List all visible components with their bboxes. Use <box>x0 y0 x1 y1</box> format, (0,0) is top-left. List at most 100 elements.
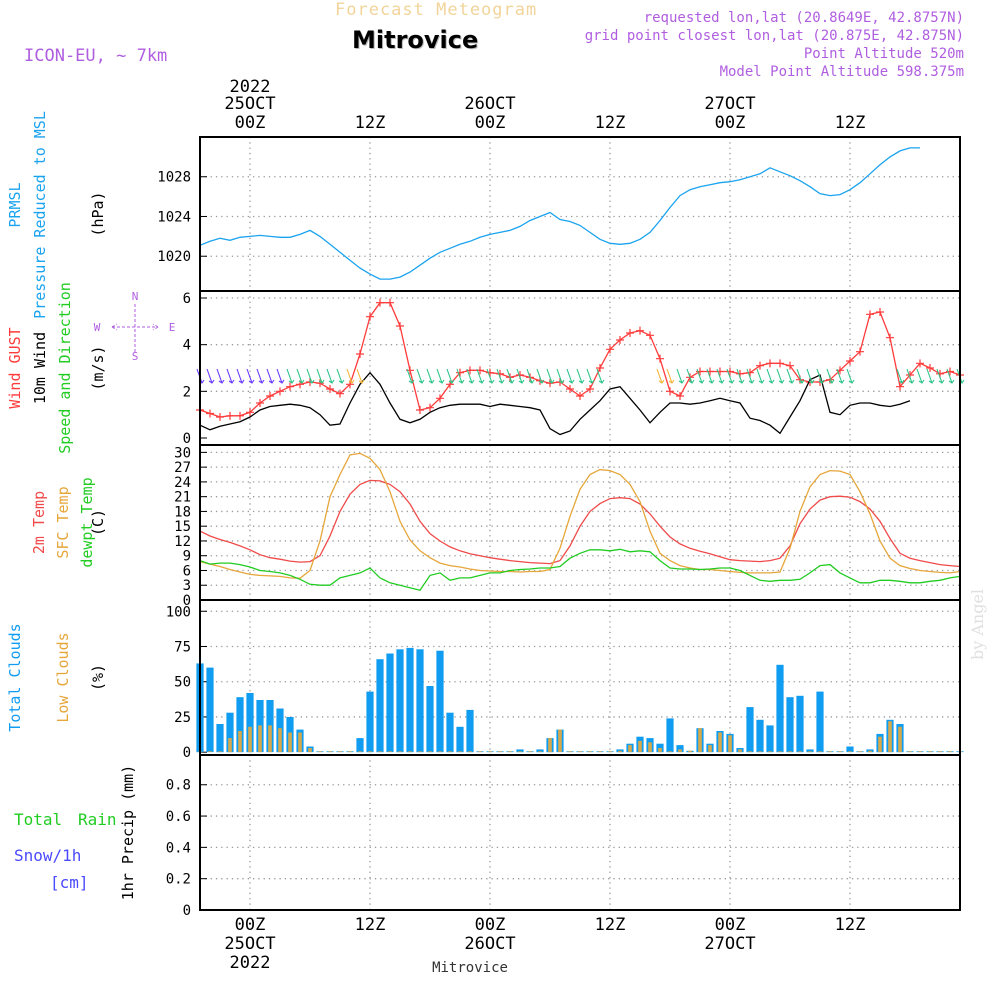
low-clouds-bar <box>388 751 392 753</box>
side-label-total-clouds: Total Clouds <box>6 623 24 731</box>
low-clouds-bar <box>448 751 452 753</box>
low-clouds-bar <box>248 726 252 753</box>
compass-w: W <box>94 321 101 334</box>
total-clouds-bar <box>366 691 374 753</box>
top-time-label: 12Z <box>595 113 626 133</box>
low-clouds-bar <box>428 751 432 753</box>
total-clouds-bar <box>216 724 224 753</box>
gust-marker <box>356 350 364 358</box>
y-axis-label-precip: 1hr Precip (mm) <box>119 765 137 900</box>
gust-marker <box>216 413 224 421</box>
wind-direction-arrow <box>706 368 715 384</box>
side-label-sfc-temp: SFC Temp <box>54 486 72 558</box>
low-clouds-bar <box>708 745 712 753</box>
gust-marker <box>586 385 594 393</box>
y-tick-label: 25 <box>174 710 191 726</box>
y-tick-label: 0 <box>183 593 191 609</box>
gust-marker <box>386 298 394 307</box>
low-clouds-bar <box>798 751 802 753</box>
bottom-time-label: 00Z <box>475 915 506 935</box>
low-clouds-bar <box>518 751 522 753</box>
wind-direction-arrow <box>556 368 565 384</box>
total-clouds-bar <box>756 719 764 753</box>
wind-direction-arrow <box>276 368 285 384</box>
y-axis-label-wind: (m/s) <box>89 345 107 390</box>
low-clouds-bar <box>558 729 562 753</box>
low-clouds-bar <box>438 751 442 753</box>
wind-direction-arrow <box>496 368 505 384</box>
wind-direction-arrow <box>296 368 305 384</box>
low-clouds-bar <box>318 751 322 753</box>
gust-marker <box>576 392 584 400</box>
total-clouds-bar <box>416 649 424 753</box>
gust-marker <box>766 359 774 368</box>
low-clouds-bar <box>828 751 832 753</box>
total-clouds-bar <box>396 649 404 753</box>
low-clouds-bar <box>838 751 842 753</box>
low-clouds-bar <box>908 751 912 753</box>
top-date-label: 27OCT <box>704 94 755 114</box>
y-tick-label: 30 <box>174 445 191 461</box>
top-time-label: 00Z <box>715 113 746 133</box>
gust-marker <box>676 392 684 400</box>
y-tick-label: 15 <box>174 519 191 535</box>
wind-direction-arrow <box>666 368 675 384</box>
low-clouds-bar <box>608 751 612 753</box>
panel-frame-temperature <box>199 444 961 601</box>
y-tick-label: 1028 <box>157 170 191 186</box>
total-clouds-bar <box>766 725 774 753</box>
low-clouds-bar <box>848 751 852 753</box>
total-clouds-bar <box>456 726 464 753</box>
low-clouds-bar <box>748 751 752 753</box>
low-clouds-bar <box>488 751 492 753</box>
total-clouds-bar <box>246 693 254 753</box>
total-clouds-bar <box>226 712 234 753</box>
wind-direction-arrow <box>926 368 935 384</box>
low-clouds-bar <box>508 751 512 753</box>
gust-marker <box>596 364 604 372</box>
y-tick-label: 0 <box>183 431 191 447</box>
grid-point-coordinates: grid point closest lon,lat (20.875E, 42.… <box>584 28 964 44</box>
wind-direction-arrow <box>766 368 775 384</box>
gust-marker <box>886 333 894 342</box>
gust-marker <box>636 326 644 335</box>
total-clouds-bar <box>516 749 524 753</box>
top-time-label: 12Z <box>835 113 866 133</box>
wind-direction-arrow <box>306 368 315 384</box>
wind-direction-arrow <box>336 368 345 384</box>
low-clouds-bar <box>648 742 652 753</box>
y-tick-label: 27 <box>174 460 191 476</box>
wind-direction-arrow <box>566 368 575 384</box>
total-clouds-bar <box>376 659 384 753</box>
y-axis-label-clouds: (%) <box>89 664 107 691</box>
wind-direction-arrow <box>936 368 945 384</box>
gust-marker <box>856 347 864 356</box>
y-axis-label-temperature: (C) <box>89 509 107 536</box>
low-clouds-bar <box>568 751 572 753</box>
low-clouds-bar <box>598 751 602 753</box>
y-tick-label: 12 <box>174 534 191 550</box>
low-clouds-bar <box>278 728 282 753</box>
wind-direction-arrow <box>466 368 475 384</box>
low-clouds-bar <box>268 725 272 753</box>
wind-direction-arrow <box>226 368 235 384</box>
compass-s: S <box>132 350 139 363</box>
gust-marker <box>266 392 274 400</box>
y-tick-label: 0 <box>183 745 191 761</box>
wind-direction-arrow <box>726 368 735 384</box>
total-clouds-bar <box>786 697 794 753</box>
wind-direction-arrow <box>846 368 855 384</box>
gust-marker <box>716 367 724 376</box>
y-tick-label: 6 <box>183 563 191 579</box>
gust-marker <box>366 312 374 321</box>
gust-marker <box>606 345 614 354</box>
y-tick-label: 4 <box>183 338 191 354</box>
panel-frame-pressure <box>199 136 961 292</box>
legend-snow: Snow/1h <box>14 846 81 865</box>
wind-direction-arrow <box>716 368 725 384</box>
gust-marker <box>786 361 794 370</box>
low-clouds-bar <box>538 751 542 753</box>
wind-direction-arrow <box>576 368 585 384</box>
bottom-date-label: 26OCT <box>464 934 515 954</box>
series-line-2m-temp <box>199 479 961 568</box>
